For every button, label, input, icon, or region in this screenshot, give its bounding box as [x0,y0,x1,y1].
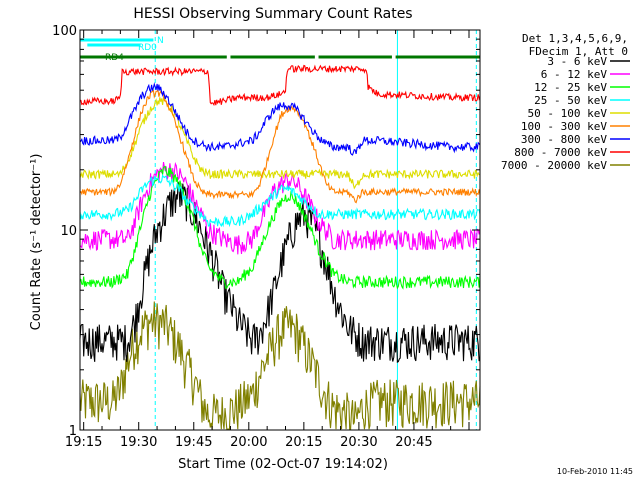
x-tick-label: 20:30 [340,435,377,450]
y-tick-label: 10 [60,224,77,239]
y-tick-label: 100 [52,24,77,39]
y-tick-label: 1 [69,424,77,439]
x-axis-label: Start Time (02-Oct-07 19:14:02) [178,457,388,472]
legend-entry-label: 25 - 50 keV [534,94,607,107]
series-line-800-7000-kev [79,64,481,107]
series-line-7000-20000-kev [79,301,481,430]
legend-entry-label: 100 - 300 keV [521,120,607,133]
legend-entry-label: 12 - 25 keV [534,81,607,94]
x-tick-label: 19:30 [120,435,157,450]
legend-entry-label: 3 - 6 keV [547,55,607,68]
legend-entry-label: 6 - 12 keV [541,68,608,81]
annotation-label-rd4: RD4 [105,53,124,63]
series-line-100-300-kev [79,88,481,204]
series-line-50-100-kev [79,96,481,190]
y-axis-label: Count Rate (s⁻¹ detector⁻¹) [29,154,44,331]
legend-header-line-2: FDecim 1, Att 0 [529,45,628,58]
legend-entry-label: 50 - 100 keV [528,107,608,120]
x-tick-label: 20:45 [395,435,432,450]
series-line-3-6-kev [79,181,481,364]
footer-timestamp: 10-Feb-2010 11:45 [557,467,633,476]
x-tick-label: 19:45 [175,435,212,450]
x-tick-label: 20:00 [230,435,267,450]
x-tick-label: 20:15 [285,435,322,450]
annotation-label-n: N [157,36,164,46]
legend-entry-label: 800 - 7000 keV [514,146,607,159]
axes: 1 10 100 19:15 19:30 19:45 20:00 20:15 20:30 20:4… [52,24,480,450]
legend-header-line-1: Det 1,3,4,5,6,9, [522,32,628,45]
chart-title: HESSI Observing Summary Count Rates [133,6,412,22]
annotation-label-rd0: RD0 [138,43,157,53]
legend: Det 1,3,4,5,6,9,FDecim 1, Att 03 - 6 keV… [501,32,630,172]
series-line-12-25-kev [79,165,481,290]
legend-entry-label: 300 - 800 keV [521,133,607,146]
series-line-300-800-kev [79,82,481,156]
series-line-25-50-kev [79,174,481,228]
x-tick-label: 19:15 [65,435,102,450]
legend-entry-label: 7000 - 20000 keV [501,159,607,172]
